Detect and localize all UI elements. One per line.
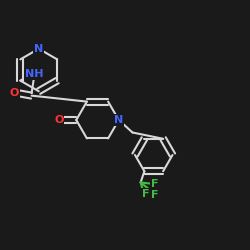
Text: F: F <box>142 189 149 199</box>
Text: N: N <box>114 115 124 125</box>
Text: NH: NH <box>25 69 43 80</box>
Text: N: N <box>34 44 43 54</box>
Text: F: F <box>150 179 158 189</box>
Text: O: O <box>10 88 19 98</box>
Text: O: O <box>54 115 64 125</box>
Text: F: F <box>150 190 158 200</box>
